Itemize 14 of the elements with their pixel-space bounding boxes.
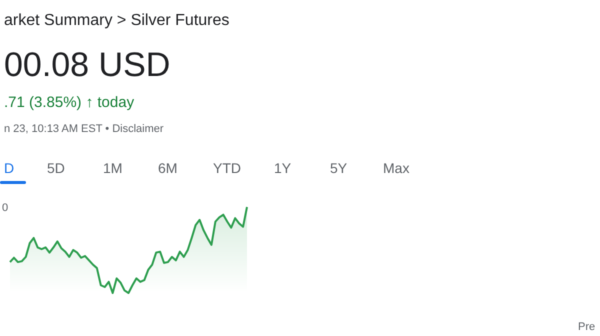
text: .71 (3.85%) ↑ today <box>4 94 134 111</box>
text: 5D <box>47 160 65 176</box>
text: 6M <box>158 160 178 176</box>
text: 1Y <box>274 160 292 176</box>
annotation: 0 <box>2 202 8 214</box>
text: n 23, 10:13 AM EST • Disclaimer <box>4 123 164 135</box>
text: YTD <box>213 160 241 176</box>
text: 1M <box>103 160 122 176</box>
text: Max <box>383 160 410 176</box>
text: 5Y <box>330 160 348 176</box>
text: Pre <box>578 321 596 333</box>
text: 00.08 USD <box>4 46 170 85</box>
chart-title: arket Summary > Silver Futures <box>4 12 230 30</box>
text: D <box>4 160 14 176</box>
